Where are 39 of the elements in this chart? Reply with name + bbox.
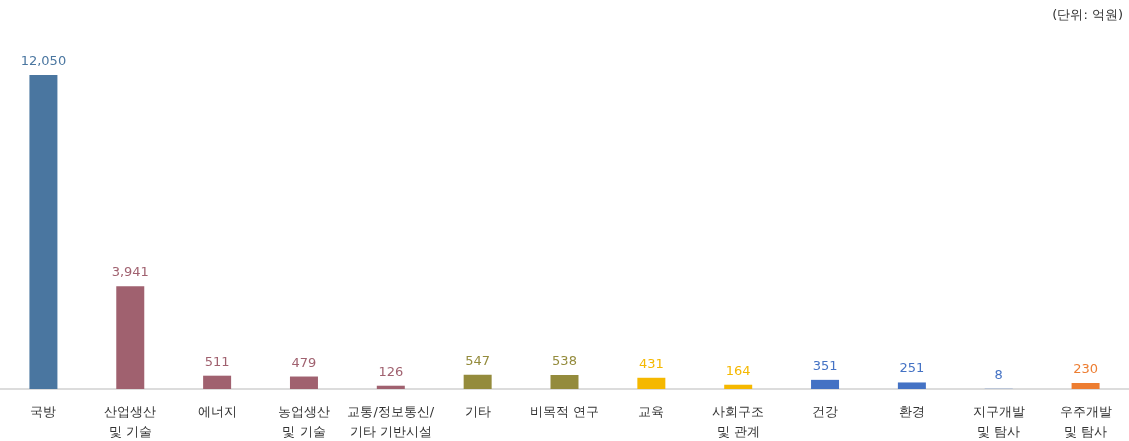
data-label: 8 [994, 366, 1003, 382]
data-label: 12,050 [20, 53, 67, 68]
x-tick-label: 환경 [898, 403, 925, 419]
data-label: 538 [552, 352, 577, 368]
bar [550, 374, 579, 389]
x-tick-label: 비목적 연구 [529, 403, 600, 419]
bar [897, 382, 926, 389]
x-tick-label: 교통/정보통신/ 기타 기반시설 [347, 403, 435, 439]
data-label: 126 [378, 363, 404, 379]
data-label: 547 [465, 352, 491, 368]
bar [811, 379, 840, 389]
x-tick-label: 에너지 [197, 403, 237, 419]
data-label: 251 [899, 360, 925, 376]
bar [376, 385, 405, 389]
x-tick-label: 우주개발 및 탐사 [1059, 403, 1112, 439]
x-tick-label: 지구개발 및 탐사 [972, 403, 1025, 439]
x-tick-label: 산업생산 및 기술 [104, 403, 157, 439]
data-label: 479 [291, 354, 317, 370]
x-tick-label: 교육 [638, 403, 665, 419]
x-tick-label: 사회구조 및 관계 [712, 403, 765, 439]
x-tick-label: 국방 [30, 403, 57, 419]
bar [1071, 383, 1100, 389]
bar [724, 384, 753, 389]
data-label: 164 [725, 362, 751, 378]
data-label: 230 [1073, 361, 1098, 377]
bar [637, 377, 666, 389]
bar [116, 286, 145, 389]
x-tick-label: 기타 [464, 403, 491, 419]
x-tick-label: 건강 [812, 403, 839, 419]
data-label: 431 [638, 355, 664, 371]
text: (단위: 억원) [1052, 7, 1123, 22]
data-label: 3,941 [111, 264, 149, 280]
bar [289, 376, 318, 389]
bar [463, 374, 492, 389]
data-label: 511 [204, 353, 230, 369]
bar [29, 75, 58, 389]
bar [203, 375, 232, 389]
x-tick-label: 농업생산 및 기술 [277, 403, 330, 439]
data-label: 351 [812, 357, 838, 373]
